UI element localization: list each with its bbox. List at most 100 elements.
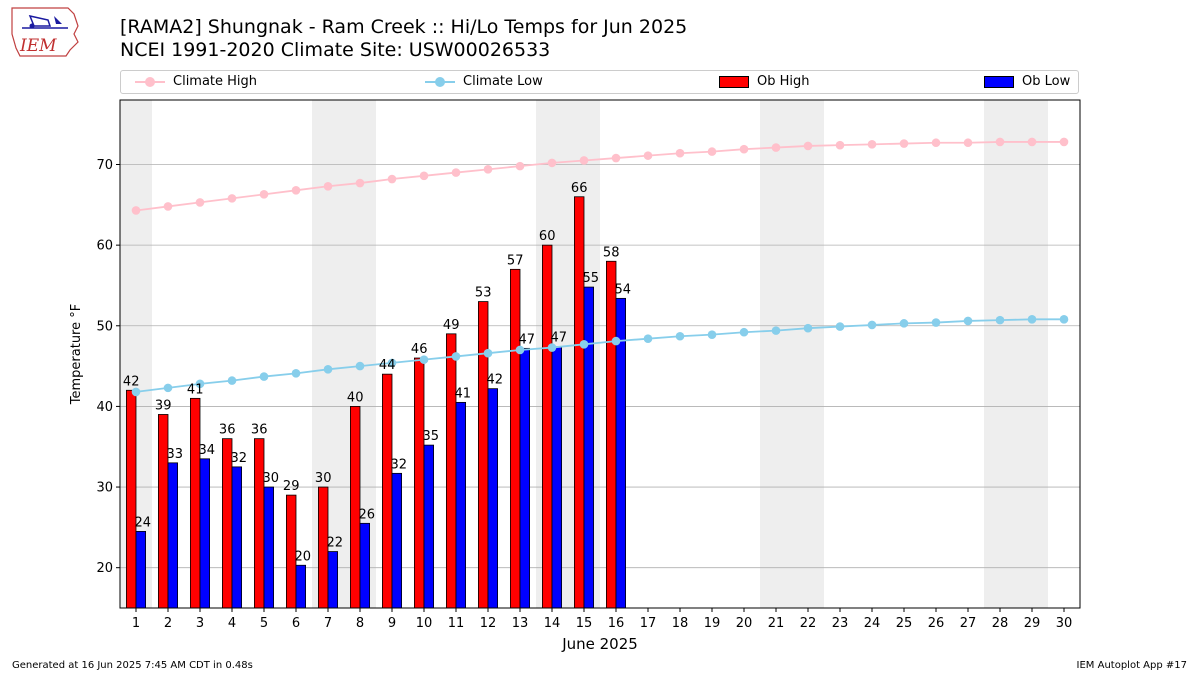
ob-low-bar xyxy=(135,530,147,609)
ob-high-bar xyxy=(477,301,489,609)
ob-low-bar xyxy=(551,346,563,609)
ob-high-bar xyxy=(126,389,137,609)
climate-high-point xyxy=(419,171,429,181)
ob-high-label: 39 xyxy=(155,398,172,413)
x-tick-label: 27 xyxy=(960,616,977,631)
climate-high-point xyxy=(1027,137,1037,147)
ob-high-bar xyxy=(509,268,521,609)
climate-high-point xyxy=(131,206,141,215)
ob-low-bar xyxy=(519,347,531,609)
ob-high-label: 40 xyxy=(347,390,364,405)
y-axis-ticks: 20 30 40 50 60 70 xyxy=(96,158,120,576)
x-tick-label: 18 xyxy=(672,616,689,631)
ob-high-label: 49 xyxy=(443,318,460,333)
x-tick-label: 3 xyxy=(196,616,204,631)
bars xyxy=(126,196,627,609)
ob-low-bar xyxy=(391,472,403,609)
ob-high-bar xyxy=(189,397,201,609)
climate-high-line xyxy=(135,141,1064,212)
y-tick-label: 40 xyxy=(96,400,113,415)
climate-low-point xyxy=(963,316,973,326)
climate-low-point xyxy=(323,365,333,374)
legend-item-ob-low: Ob Low xyxy=(984,74,1070,89)
ob-low-label: 26 xyxy=(359,507,376,522)
climate-high-point xyxy=(515,161,525,171)
weekend-band xyxy=(760,100,824,608)
ob-low-label: 41 xyxy=(455,386,472,401)
ob-low-label: 32 xyxy=(391,457,408,472)
x-tick-label: 8 xyxy=(356,616,364,631)
climate-high-point xyxy=(771,143,781,152)
x-tick-label: 4 xyxy=(228,616,236,631)
ob-high-label: 36 xyxy=(251,423,268,438)
ob-high-label: 60 xyxy=(539,229,556,244)
climate-high-point xyxy=(579,156,589,165)
ob-low-bar xyxy=(231,466,243,609)
weekend-shading xyxy=(120,100,1048,608)
legend-label: Climate High xyxy=(173,74,258,89)
climate-low-point xyxy=(803,323,813,333)
ob-high-label: 57 xyxy=(507,253,524,268)
climate-low-point xyxy=(227,376,237,385)
x-tick-label: 1 xyxy=(132,616,140,631)
ob-low-bar xyxy=(359,522,371,609)
x-tick-label: 25 xyxy=(896,616,913,631)
climate-high-point xyxy=(675,148,685,158)
ob-high-label: 36 xyxy=(219,423,236,438)
x-tick-label: 14 xyxy=(544,616,561,631)
y-tick-label: 70 xyxy=(96,158,113,173)
x-tick-label: 12 xyxy=(480,616,497,631)
legend: Climate High Climate Low Ob High Ob Low xyxy=(120,70,1079,94)
ob-low-bar xyxy=(327,551,339,609)
plot-frame xyxy=(119,99,1081,609)
ob-high-bar xyxy=(381,373,393,609)
x-tick-label: 9 xyxy=(388,616,396,631)
y-axis-label: Temperature °F xyxy=(69,304,84,405)
ob-low-bar xyxy=(167,462,179,609)
ob-low-label: 22 xyxy=(327,536,344,551)
climate-high-point xyxy=(611,153,621,163)
x-axis-label: June 2025 xyxy=(561,635,638,653)
ob-high-bar xyxy=(445,333,457,609)
ob-low-bar xyxy=(263,486,275,609)
climate-low-point xyxy=(707,330,717,339)
legend-swatch-ob-low xyxy=(984,75,1014,88)
ob-low-bar xyxy=(583,286,595,609)
ob-high-bar xyxy=(157,414,169,609)
ob-low-label: 42 xyxy=(487,373,504,388)
ob-low-bar xyxy=(295,564,307,609)
climate-low-point xyxy=(451,352,461,361)
x-tick-label: 5 xyxy=(260,616,268,631)
x-tick-label: 10 xyxy=(416,616,433,631)
climate-low-point xyxy=(1027,315,1037,324)
legend-item-climate-low: Climate Low xyxy=(425,74,543,89)
ob-high-label: 58 xyxy=(603,245,620,260)
ob-low-label: 47 xyxy=(551,331,568,346)
climate-low-point xyxy=(771,326,781,335)
climate-high-point xyxy=(387,174,397,184)
ob-low-label: 55 xyxy=(583,271,600,286)
climate-high-point xyxy=(483,165,493,174)
legend-label: Ob Low xyxy=(1022,74,1071,89)
x-tick-label: 2 xyxy=(164,616,172,631)
climate-low-point xyxy=(931,318,941,327)
ob-high-bar xyxy=(574,196,585,609)
climate-low-point xyxy=(291,369,301,378)
ob-high-bar xyxy=(542,244,553,609)
climate-low-point xyxy=(899,319,909,328)
x-tick-label: 16 xyxy=(608,616,625,631)
ob-low-label: 54 xyxy=(615,282,632,297)
climate-high-point xyxy=(451,168,461,177)
iem-logo: IEM xyxy=(11,7,79,57)
x-tick-label: 20 xyxy=(736,616,753,631)
ob-low-bar xyxy=(423,444,435,609)
chart-subtitle: NCEI 1991-2020 Climate Site: USW00026533 xyxy=(120,39,551,61)
climate-low-point xyxy=(387,358,397,368)
climate-low-point xyxy=(355,361,365,371)
x-tick-label: 30 xyxy=(1056,616,1073,631)
climate-high-point xyxy=(995,137,1005,147)
ob-high-label: 44 xyxy=(379,358,396,373)
x-tick-label: 24 xyxy=(864,616,881,631)
